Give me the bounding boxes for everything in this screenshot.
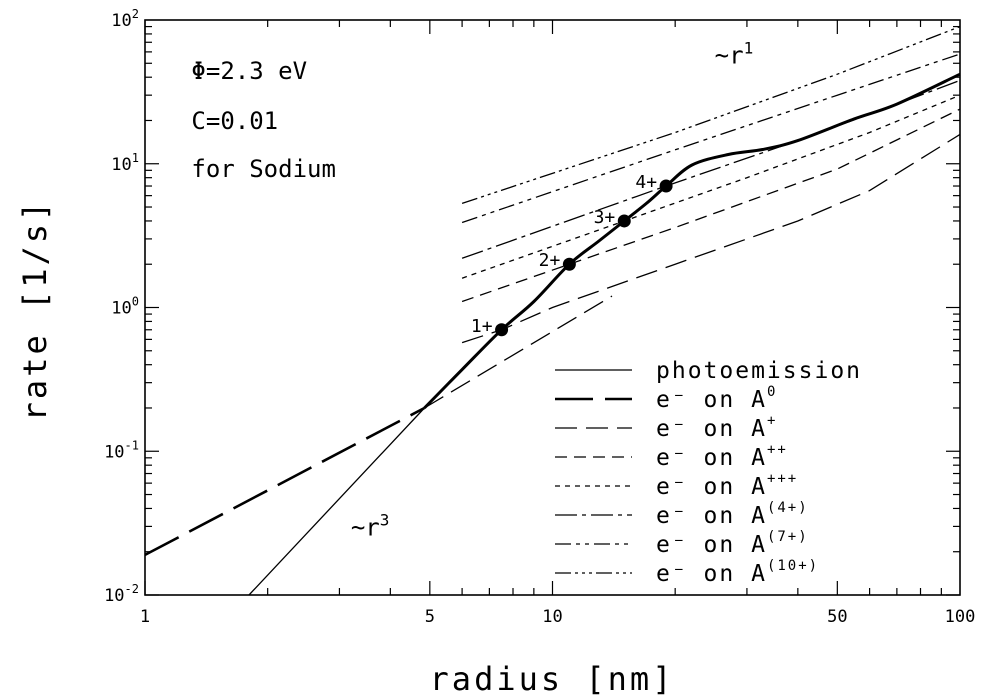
- legend-label: e⁻ on A0: [656, 384, 777, 413]
- charge-state-label: 4+: [635, 172, 657, 193]
- series-line: [248, 407, 425, 596]
- legend-label: e⁻ on A+++: [656, 471, 798, 500]
- y-tick-label: 101: [111, 151, 139, 175]
- y-tick-label: 100: [111, 295, 139, 319]
- series-line: [423, 72, 961, 410]
- x-tick-label: 100: [945, 607, 976, 627]
- charge-state-marker: [562, 257, 576, 271]
- series-line: [144, 406, 426, 557]
- legend-label: e⁻ on A(10+): [656, 558, 819, 587]
- axis-ticks: [144, 20, 960, 596]
- legend-label: e⁻ on A(4+): [656, 500, 809, 529]
- y-tick-label: 10-2: [104, 582, 139, 606]
- legend-label: e⁻ on A(7+): [656, 529, 809, 558]
- x-tick-label: 50: [827, 607, 847, 627]
- x-tick-label: 1: [140, 607, 150, 627]
- series-line: [461, 79, 961, 259]
- series-line: [461, 133, 961, 344]
- axis-tick-labels: 1 5 10 50 100 10-2 10-1 100 101 102: [104, 7, 975, 627]
- annotation-r3: ~r3: [351, 510, 390, 541]
- charge-state-marker: [495, 323, 509, 337]
- annotation-c: C=0.01: [191, 107, 278, 135]
- charge-state-label: 2+: [539, 250, 561, 271]
- annotation-layer: Φ=2.3 eV C=0.01 for Sodium ~r1 ~r3: [191, 38, 753, 541]
- x-tick-label: 10: [542, 607, 562, 627]
- annotation-phi: Φ=2.3 eV: [191, 57, 307, 85]
- marker-layer: 1+ 2+ 3+ 4+: [471, 172, 673, 337]
- y-tick-label: 10-1: [104, 438, 139, 462]
- charge-state-label: 1+: [471, 316, 493, 337]
- charge-state-marker: [617, 214, 631, 228]
- series-line: [461, 53, 961, 224]
- series-line: [461, 25, 961, 205]
- series-line: [424, 295, 613, 409]
- series-line: [461, 94, 961, 279]
- charge-state-marker: [659, 179, 673, 193]
- x-tick-label: 5: [425, 607, 435, 627]
- series-line: [461, 108, 961, 303]
- y-axis-title: rate [1/s]: [16, 199, 54, 422]
- legend-label: photoemission: [656, 358, 862, 384]
- x-axis-title: radius [nm]: [430, 660, 675, 698]
- y-tick-label: 102: [111, 7, 139, 31]
- legend-label: e⁻ on A++: [656, 442, 788, 471]
- annotation-r1: ~r1: [715, 38, 754, 69]
- legend-label: e⁻ on A+: [656, 413, 777, 442]
- charge-state-label: 3+: [594, 207, 616, 228]
- annotation-element: for Sodium: [191, 155, 336, 183]
